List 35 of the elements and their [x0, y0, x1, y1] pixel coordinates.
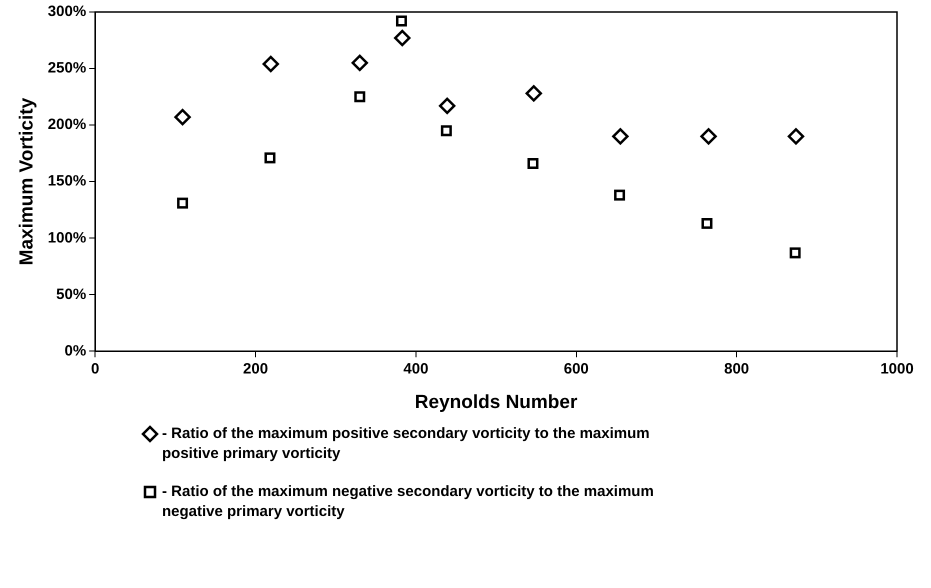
- point: [790, 247, 801, 258]
- point: [526, 85, 542, 102]
- point: [701, 218, 712, 229]
- point: [174, 108, 191, 126]
- y-tick-label: 300%: [48, 3, 86, 20]
- y-tick-label: 100%: [48, 229, 86, 246]
- point: [527, 158, 538, 169]
- point: [264, 152, 276, 164]
- point: [440, 125, 452, 136]
- point: [262, 56, 280, 72]
- point: [700, 128, 717, 145]
- point: [614, 190, 626, 201]
- x-tick-label: 400: [403, 360, 428, 378]
- y-tick-label: 250%: [48, 60, 86, 77]
- point: [352, 54, 368, 72]
- y-axis-title: Maximum Vorticity: [16, 97, 38, 266]
- x-tick-label: 600: [564, 360, 589, 378]
- x-tick-label: 200: [243, 360, 268, 378]
- point: [612, 128, 629, 145]
- point: [394, 30, 411, 46]
- y-tick-label: 150%: [48, 172, 86, 190]
- y-tick-label: 50%: [56, 286, 86, 303]
- x-tick-label: 800: [724, 360, 750, 378]
- point: [354, 91, 366, 102]
- legend-label: - Ratio of the maximum negative secondary vorticity to the maximum negative primary vorticity: [162, 482, 655, 522]
- y-tick-label: 200%: [48, 116, 86, 134]
- x-axis-title: Reynolds Number: [414, 392, 578, 413]
- x-tick-label: 1000: [880, 360, 914, 378]
- point: [438, 98, 456, 114]
- point: [177, 198, 188, 209]
- y-tick-label: 0%: [64, 342, 86, 360]
- legend-label: - Ratio of the maximum positive secondary vorticity to the maximum positive primary vorticity: [162, 424, 651, 464]
- x-tick-label: 0: [90, 360, 100, 378]
- point: [788, 128, 804, 145]
- point: [396, 16, 407, 27]
